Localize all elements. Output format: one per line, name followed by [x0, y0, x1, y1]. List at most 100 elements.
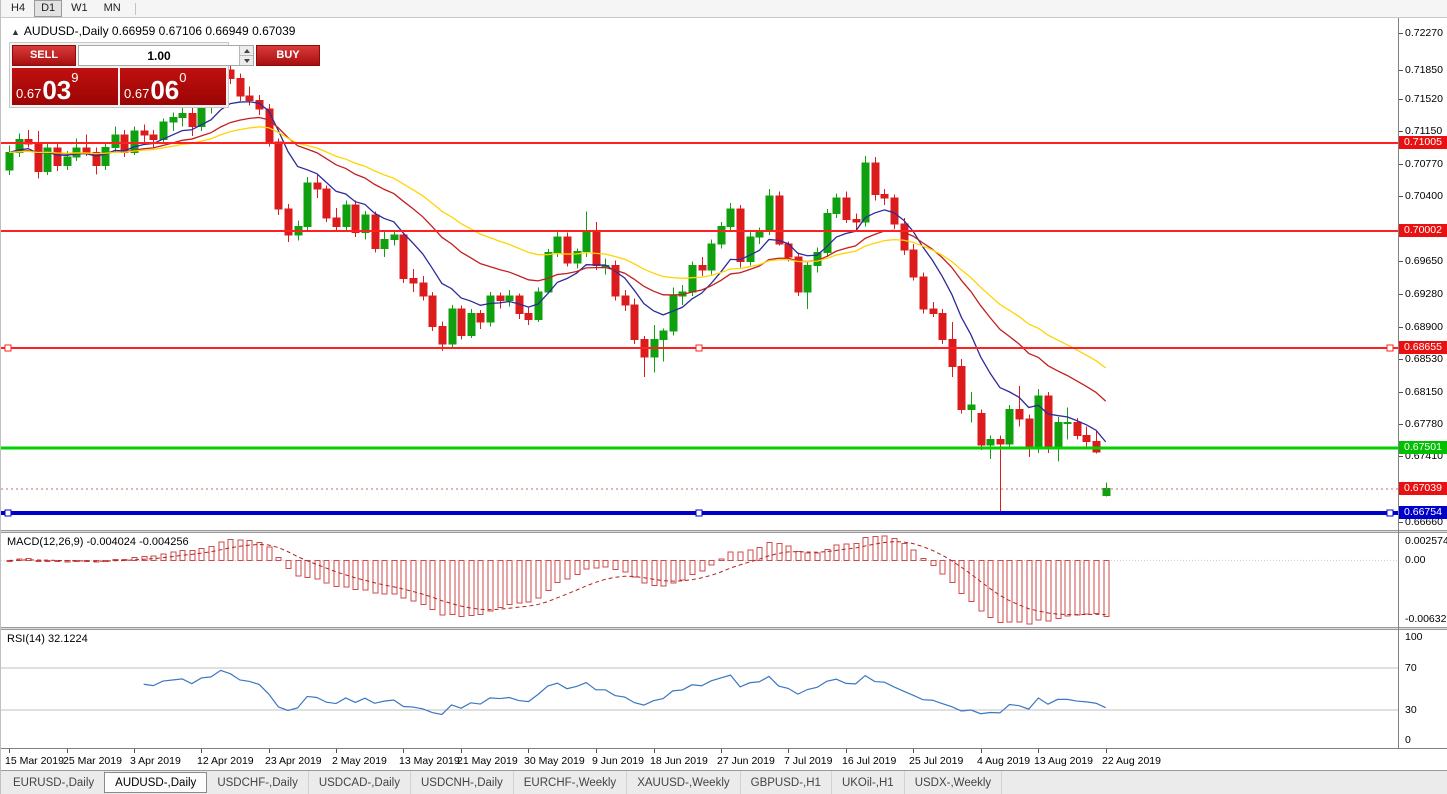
- date-tick: [134, 749, 135, 753]
- price-badge: 0.68655: [1399, 341, 1447, 354]
- chart-tab-eurchf-weekly[interactable]: EURCHF-,Weekly: [514, 771, 628, 794]
- macd-name: MACD(12,26,9): [7, 536, 84, 548]
- rsi-indicator-label: RSI(14) 32.1224: [7, 633, 88, 645]
- chart-tab-eurusd-daily[interactable]: EURUSD-,Daily: [3, 771, 106, 794]
- price-axis-label: 0.67780: [1405, 418, 1443, 430]
- price-axis-tick: [1399, 164, 1403, 165]
- chart-tab-usdcad-daily[interactable]: USDCAD-,Daily: [309, 771, 411, 794]
- date-tick: [269, 749, 270, 753]
- price-chart[interactable]: [1, 18, 1398, 530]
- timeframe-button-w1[interactable]: W1: [71, 2, 88, 14]
- date-tick: [336, 749, 337, 753]
- price-badge: 0.67501: [1399, 441, 1447, 454]
- price-axis-label: 0.70400: [1405, 190, 1443, 202]
- buy-button[interactable]: BUY: [256, 45, 320, 66]
- chart-tab-usdx-weekly[interactable]: USDX-,Weekly: [905, 771, 1003, 794]
- volume-increase-button[interactable]: [240, 46, 253, 55]
- rsi-axis[interactable]: 100 70 30 0: [1399, 630, 1447, 748]
- horizontal-level-lines[interactable]: [1, 142, 1398, 517]
- price-axis-tick: [1399, 70, 1403, 71]
- trade-controls-row: SELL BUY: [12, 45, 320, 66]
- triangle-down-icon: [243, 58, 250, 63]
- date-tick: [846, 749, 847, 753]
- macd-axis-label: -0.006326: [1405, 613, 1447, 625]
- sell-price-button[interactable]: 0.67 03 9: [12, 68, 118, 105]
- date-tick: [981, 749, 982, 753]
- timeframe-button-mn[interactable]: MN: [103, 2, 121, 14]
- date-tick: [9, 749, 10, 753]
- price-axis-label: 0.69650: [1405, 255, 1443, 267]
- price-axis-tick: [1399, 294, 1403, 295]
- price-axis-tick: [1399, 359, 1403, 360]
- timeframe-toolbar: H4 D1 W1 MN: [1, 0, 1447, 18]
- volume-stepper: [78, 45, 254, 66]
- price-badge: 0.67039: [1399, 482, 1447, 495]
- price-badge: 0.71005: [1399, 136, 1447, 149]
- price-axis-label: 0.68530: [1405, 353, 1443, 365]
- chart-tab-usdcnh-daily[interactable]: USDCNH-,Daily: [411, 771, 514, 794]
- rsi-axis-label: 70: [1405, 662, 1417, 674]
- rsi-line: [143, 669, 1106, 716]
- date-label: 7 Jul 2019: [784, 755, 833, 767]
- date-tick: [1106, 749, 1107, 753]
- price-axis-label: 0.68900: [1405, 321, 1443, 333]
- volume-input[interactable]: [79, 46, 239, 65]
- macd-signal-line: [8, 541, 1106, 616]
- macd-indicator-label: MACD(12,26,9) -0.004024 -0.004256: [7, 536, 189, 548]
- date-label: 12 Apr 2019: [197, 755, 254, 767]
- chart-tab-gbpusd-h1[interactable]: GBPUSD-,H1: [741, 771, 832, 794]
- date-tick: [67, 749, 68, 753]
- date-axis[interactable]: 15 Mar 2019 25 Mar 2019 3 Apr 2019 12 Apr 2…: [1, 748, 1447, 770]
- price-axis-label: 0.69280: [1405, 288, 1443, 300]
- macd-indicator-chart[interactable]: [1, 533, 1398, 627]
- date-tick: [788, 749, 789, 753]
- chart-tab-ukoil-h1[interactable]: UKOil-,H1: [832, 771, 905, 794]
- timeframe-button-h4[interactable]: H4: [11, 2, 26, 14]
- date-tick: [528, 749, 529, 753]
- buy-price-button[interactable]: 0.67 06 0: [120, 68, 226, 105]
- date-tick: [721, 749, 722, 753]
- date-label: 23 Apr 2019: [265, 755, 322, 767]
- date-label: 15 Mar 2019: [5, 755, 64, 767]
- date-label: 9 Jun 2019: [592, 755, 644, 767]
- date-tick: [654, 749, 655, 753]
- price-axis-tick: [1399, 33, 1403, 34]
- macd-axis[interactable]: 0.002574 0.00 -0.006326: [1399, 533, 1447, 627]
- chart-tab-usdchf-daily[interactable]: USDCHF-,Daily: [207, 771, 309, 794]
- date-tick: [913, 749, 914, 753]
- price-axis-label: 0.71850: [1405, 64, 1443, 76]
- date-label: 27 Jun 2019: [717, 755, 775, 767]
- rsi-panel-splitter[interactable]: [1, 627, 1447, 630]
- price-axis-tick: [1399, 196, 1403, 197]
- triangle-up-icon: [243, 48, 250, 53]
- price-axis-label: 0.68150: [1405, 386, 1443, 398]
- chart-tab-xauusd-weekly[interactable]: XAUUSD-,Weekly: [627, 771, 741, 794]
- rsi-indicator-chart[interactable]: [1, 630, 1398, 748]
- date-label: 16 Jul 2019: [842, 755, 897, 767]
- moving-average-lines: [8, 101, 1107, 443]
- rsi-axis-label: 100: [1405, 631, 1423, 643]
- one-click-collapse-icon[interactable]: ▲: [11, 27, 20, 37]
- date-label: 25 Mar 2019: [63, 755, 122, 767]
- trade-prices-row: 0.67 03 9 0.67 06 0: [12, 68, 226, 105]
- rsi-axis-label: 0: [1405, 734, 1411, 746]
- date-label: 4 Aug 2019: [977, 755, 1031, 767]
- sell-price-point: 9: [71, 70, 79, 85]
- price-axis[interactable]: 0.72270 0.71850 0.71520 0.71150 0.70770 0.704…: [1399, 18, 1447, 530]
- timeframe-button-d1[interactable]: D1: [34, 0, 63, 17]
- price-axis-tick: [1399, 131, 1403, 132]
- date-label: 25 Jul 2019: [909, 755, 964, 767]
- volume-decrease-button[interactable]: [240, 55, 253, 65]
- chart-tab-audusd-daily[interactable]: AUDUSD-,Daily: [104, 772, 208, 793]
- macd-axis-label: 0.002574: [1405, 535, 1447, 547]
- macd-panel-splitter[interactable]: [1, 530, 1447, 533]
- macd-values: -0.004024 -0.004256: [86, 536, 189, 548]
- buy-price-pips: 06: [150, 75, 180, 105]
- date-label: 18 Jun 2019: [650, 755, 708, 767]
- sell-button[interactable]: SELL: [12, 45, 76, 66]
- date-tick: [461, 749, 462, 753]
- macd-axis-label: 0.00: [1405, 554, 1426, 566]
- date-label: 3 Apr 2019: [130, 755, 181, 767]
- price-badge: 0.70002: [1399, 224, 1447, 237]
